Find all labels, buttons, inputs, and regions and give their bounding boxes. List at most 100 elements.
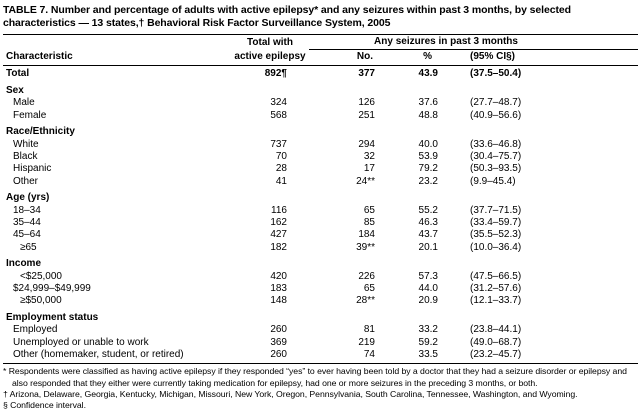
cell-seizures-number: 226 <box>358 270 375 282</box>
cell-confidence-interval: (47.5–66.5) <box>470 270 522 282</box>
footnote-asterisk: * Respondents were classified as having … <box>3 366 627 388</box>
cell-total-active-epilepsy: 28 <box>275 163 287 175</box>
row-label: Income <box>6 258 42 270</box>
table-row: Unemployed or unable to work 369 219 59.2 (4… <box>3 336 638 348</box>
table-body: Total 892¶ 377 43.9 (37.5–50.4) Sex Male 324 126… <box>3 66 638 364</box>
footnote-section-sign: § Confidence interval. <box>3 400 86 410</box>
cell-seizures-number: 294 <box>358 138 375 150</box>
cell-total-active-epilepsy: 892¶ <box>264 68 287 80</box>
cell-confidence-interval: (37.7–71.5) <box>470 204 522 216</box>
cell-seizures-percent: 48.8 <box>418 109 438 121</box>
cell-confidence-interval: (31.2–57.6) <box>470 283 522 294</box>
cell-confidence-interval: (30.4–75.7) <box>470 151 522 163</box>
cell-seizures-number: 65 <box>363 283 375 294</box>
row-label: Employed <box>13 324 58 336</box>
cell-confidence-interval: (27.7–48.7) <box>470 97 522 109</box>
header-total-line2: active epilepsy <box>231 49 309 67</box>
cell-total-active-epilepsy: 427 <box>270 229 287 241</box>
cell-confidence-interval: (23.8–44.1) <box>470 324 522 336</box>
table-row: 35–44 162 85 46.3 (33.4–59.7) <box>3 217 638 229</box>
cell-seizures-percent: 44.0 <box>418 283 438 294</box>
cell-seizures-percent <box>379 80 441 97</box>
section-row: Income <box>3 253 638 270</box>
cell-seizures-number: 28** <box>356 295 375 307</box>
table-row: <$25,000 420 226 57.3 (47.5–66.5) <box>3 270 638 282</box>
cell-total-active-epilepsy: 148 <box>270 295 287 307</box>
table-header: Total with Any seizures in past 3 months… <box>3 34 638 67</box>
cell-seizures-number: 17 <box>363 163 375 175</box>
cell-confidence-interval: (33.6–46.8) <box>470 138 522 150</box>
table-row: ≥65 182 39** 20.1 (10.0–36.4) <box>3 241 638 253</box>
cell-total-active-epilepsy: 260 <box>270 324 287 336</box>
row-label: 45–64 <box>13 229 41 241</box>
cell-seizures-number <box>309 307 379 324</box>
header-total-line1: Total with <box>247 36 293 48</box>
cell-total-active-epilepsy: 568 <box>270 109 287 121</box>
footnotes: * Respondents were classified as having … <box>3 366 638 410</box>
row-label: ≥65 <box>20 241 37 253</box>
row-label: Hispanic <box>13 163 52 175</box>
header-characteristic: Characteristic <box>3 49 231 67</box>
cell-seizures-percent: 55.2 <box>418 204 438 216</box>
header-row-2: Characteristic active epilepsy No. % (95… <box>3 49 638 67</box>
row-label: White <box>13 138 39 150</box>
cell-seizures-number: 251 <box>358 109 375 121</box>
table-row: Other 41 24** 23.2 (9.9–45.4) <box>3 175 638 187</box>
row-label: Black <box>13 151 38 163</box>
cell-total-active-epilepsy: 737 <box>270 138 287 150</box>
header-number: No. <box>309 49 379 67</box>
cell-confidence-interval: (49.0–68.7) <box>470 336 522 348</box>
table-row: White 737 294 40.0 (33.6–46.8) <box>3 138 638 150</box>
cell-confidence-interval: (23.2–45.7) <box>470 348 522 360</box>
cell-seizures-percent: 79.2 <box>418 163 438 175</box>
row-label: 35–44 <box>13 217 41 229</box>
cell-total-active-epilepsy: 260 <box>270 348 287 360</box>
cell-total-active-epilepsy: 41 <box>275 175 287 187</box>
cell-seizures-percent <box>379 187 441 204</box>
row-label: Age (yrs) <box>6 192 50 204</box>
cell-seizures-number: 32 <box>363 151 375 163</box>
row-label: $24,999–$49,999 <box>13 283 91 294</box>
cell-seizures-percent: 20.1 <box>418 241 438 253</box>
cell-total-active-epilepsy: 182 <box>270 241 287 253</box>
cell-seizures-number: 219 <box>358 336 375 348</box>
cell-confidence-interval <box>441 80 638 97</box>
cell-total-active-epilepsy: 183 <box>270 283 287 294</box>
table-row: Female 568 251 48.8 (40.9–56.6) <box>3 109 638 121</box>
section-row: Age (yrs) <box>3 187 638 204</box>
cell-seizures-percent: 20.9 <box>418 295 438 307</box>
cell-seizures-number: 184 <box>358 229 375 241</box>
cell-total-active-epilepsy: 162 <box>270 217 287 229</box>
cell-seizures-number: 126 <box>358 97 375 109</box>
cell-total-active-epilepsy: 369 <box>270 336 287 348</box>
epilepsy-seizures-table: Total with Any seizures in past 3 months… <box>3 34 638 365</box>
row-label: Total <box>6 68 30 80</box>
cell-seizures-number: 24** <box>356 175 375 187</box>
cell-total-active-epilepsy: 70 <box>275 151 287 163</box>
cell-total-active-epilepsy: 116 <box>271 204 287 216</box>
header-seizures-span: Any seizures in past 3 months <box>309 34 638 51</box>
cell-seizures-number: 81 <box>363 324 375 336</box>
cell-confidence-interval: (40.9–56.6) <box>470 109 522 121</box>
cell-total-active-epilepsy <box>231 80 309 97</box>
cell-total-active-epilepsy: 420 <box>270 270 287 282</box>
row-label: Female <box>13 109 47 121</box>
section-row: Employment status <box>3 307 638 324</box>
cell-seizures-number <box>309 80 379 97</box>
cell-seizures-percent: 46.3 <box>418 217 438 229</box>
cell-total-active-epilepsy <box>231 253 309 270</box>
cell-confidence-interval: (10.0–36.4) <box>470 241 522 253</box>
cell-confidence-interval <box>441 187 638 204</box>
table-row: Employed 260 81 33.2 (23.8–44.1) <box>3 324 638 336</box>
table-row: ≥$50,000 148 28** 20.9 (12.1–33.7) <box>3 295 638 307</box>
cell-seizures-number: 74 <box>363 348 375 360</box>
header-percent: % <box>379 49 441 67</box>
table-row: $24,999–$49,999 183 65 44.0 (31.2–57.6) <box>3 283 638 295</box>
row-label: Race/Ethnicity <box>6 126 75 138</box>
cell-confidence-interval: (37.5–50.4) <box>470 68 522 80</box>
cell-seizures-percent: 53.9 <box>418 151 438 163</box>
table-title: TABLE 7. Number and percentage of adults… <box>3 4 571 30</box>
cell-seizures-percent <box>379 253 441 270</box>
table-row: 45–64 427 184 43.7 (35.5–52.3) <box>3 229 638 241</box>
cell-seizures-percent <box>379 121 441 138</box>
